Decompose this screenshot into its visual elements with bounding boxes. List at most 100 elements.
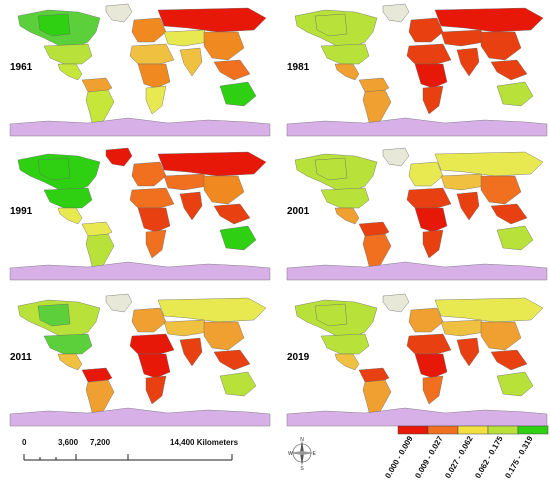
region-se-asia (490, 59, 528, 81)
region-india (456, 47, 480, 77)
compass-s: S (300, 466, 304, 470)
region-canada-west (37, 303, 71, 327)
region-mexico (334, 63, 360, 81)
map-panel-1961: 1961 (8, 2, 273, 140)
region-greenland (382, 3, 410, 23)
year-label-1991: 1991 (10, 206, 33, 217)
region-europe (408, 161, 444, 187)
scale-bar: 0 3,600 7,200 14,400 Kilometers (20, 438, 270, 468)
world-map-2011 (9, 293, 271, 427)
region-china (480, 31, 522, 61)
map-panel-1991: 1991 (8, 146, 273, 284)
legend: 0.000 - 0.009 0.009 - 0.027 0.027 - 0.062 0… (384, 422, 550, 492)
region-africa-south (422, 375, 444, 405)
world-map-1981 (286, 3, 548, 137)
legend-swatch-1 (427, 425, 459, 435)
scale-label-0: 0 (22, 438, 27, 447)
region-mexico (57, 353, 83, 371)
region-africa-north (406, 43, 452, 65)
region-africa-central (414, 207, 448, 233)
region-africa-central (137, 207, 171, 233)
region-se-asia (213, 349, 251, 371)
world-map-2001 (286, 147, 548, 281)
region-africa-north (406, 187, 452, 209)
region-africa-central (414, 353, 448, 379)
region-central-asia (440, 29, 486, 47)
scale-label-14400: 14,400 Kilometers (170, 438, 239, 447)
compass-rose-icon: N S W E (288, 437, 317, 472)
region-africa-central (414, 63, 448, 89)
region-usa (43, 187, 93, 209)
region-russia (157, 7, 267, 33)
region-antarctica (286, 261, 548, 281)
region-africa-central (137, 353, 171, 379)
compass-n: N (300, 437, 304, 443)
region-europe (131, 17, 167, 43)
region-india (179, 47, 203, 77)
region-china (203, 321, 245, 351)
region-africa-north (129, 333, 175, 355)
region-india (456, 337, 480, 367)
legend-label-1: 0.009 - 0.027 (413, 434, 445, 480)
scale-bar-graphic (23, 454, 233, 461)
region-canada-west (314, 303, 348, 327)
world-map-1991 (9, 147, 271, 281)
region-australia (496, 371, 534, 397)
year-label-1961: 1961 (10, 62, 33, 73)
legend-swatch-4 (517, 425, 549, 435)
legend-label-2: 0.027 - 0.062 (443, 434, 475, 480)
map-panel-2001: 2001 (285, 146, 550, 284)
region-antarctica (9, 407, 271, 427)
region-antarctica (9, 117, 271, 137)
region-russia (434, 297, 544, 323)
region-india (179, 337, 203, 367)
region-usa (320, 333, 370, 355)
region-usa (320, 187, 370, 209)
region-china (480, 175, 522, 205)
legend-swatch-0 (397, 425, 429, 435)
region-usa (43, 333, 93, 355)
region-mexico (57, 207, 83, 225)
scale-label-7200: 7,200 (90, 438, 111, 447)
year-label-2011: 2011 (10, 352, 32, 363)
year-label-2001: 2001 (287, 206, 310, 217)
region-australia (496, 225, 534, 251)
region-central-asia (440, 319, 486, 337)
scale-label-3600: 3,600 (58, 438, 79, 447)
region-canada-west (314, 157, 348, 181)
region-russia (157, 151, 267, 177)
region-canada-west (37, 13, 71, 37)
region-africa-north (129, 187, 175, 209)
region-india (456, 191, 480, 221)
region-greenland (105, 3, 133, 23)
world-map-2019 (286, 293, 548, 427)
region-europe (131, 161, 167, 187)
region-australia (219, 225, 257, 251)
region-mexico (334, 207, 360, 225)
region-africa-south (145, 85, 167, 115)
region-canada-west (37, 157, 71, 181)
region-antarctica (286, 117, 548, 137)
region-india (179, 191, 203, 221)
legend-label-0: 0.000 - 0.009 (384, 434, 415, 480)
region-russia (434, 7, 544, 33)
compass-e: E (313, 451, 317, 457)
region-mexico (57, 63, 83, 81)
region-canada-west (314, 13, 348, 37)
region-africa-south (422, 85, 444, 115)
region-central-asia (163, 29, 209, 47)
legend-swatch-2 (457, 425, 489, 435)
region-china (203, 31, 245, 61)
region-africa-north (406, 333, 452, 355)
region-china (203, 175, 245, 205)
region-africa-central (137, 63, 171, 89)
legend-label-4: 0.175 - 0.319 (503, 434, 535, 480)
map-panel-2019: 2019 (285, 292, 550, 430)
region-antarctica (9, 261, 271, 281)
region-greenland (105, 147, 133, 167)
region-usa (320, 43, 370, 65)
region-se-asia (490, 349, 528, 371)
region-greenland (105, 293, 133, 313)
world-map-1961 (9, 3, 271, 137)
region-australia (496, 81, 534, 107)
